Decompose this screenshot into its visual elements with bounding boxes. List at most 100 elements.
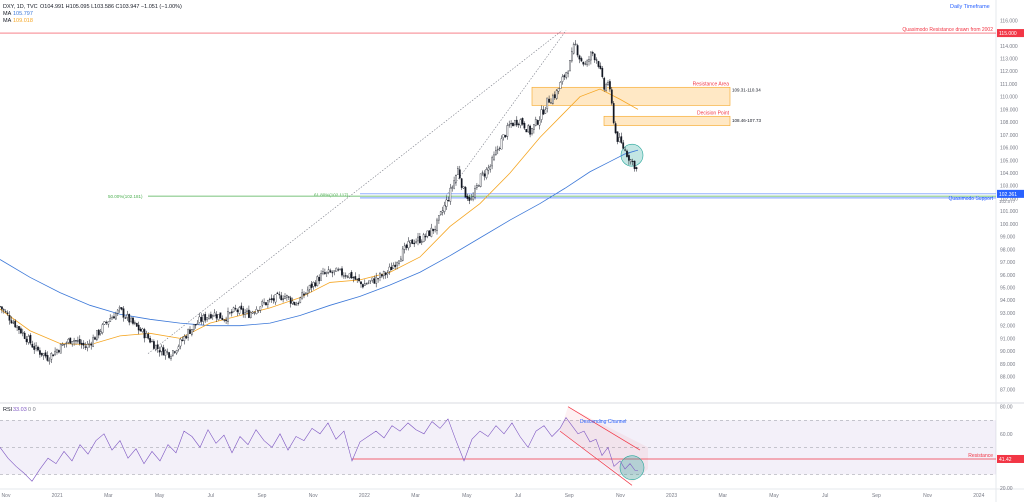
candle-body	[69, 337, 72, 344]
candle-body	[293, 302, 296, 305]
candle-body	[629, 159, 632, 163]
time-tick-label: Sep	[872, 493, 881, 499]
candle-body	[303, 293, 305, 296]
ma2-label[interactable]: MA	[3, 18, 12, 24]
candle-body	[439, 211, 442, 215]
quasimodo-support-badge-bg	[997, 189, 1024, 198]
candle-body	[420, 241, 423, 243]
rsi-resistance-badge: 41.42	[999, 457, 1012, 463]
candle-body	[65, 342, 68, 344]
candle-body	[506, 125, 509, 137]
candle-body	[392, 265, 395, 269]
candle-body	[365, 283, 368, 285]
time-tick-label: Mar	[718, 493, 727, 499]
candle-body	[390, 266, 393, 271]
candle-body	[282, 298, 284, 300]
price-pane[interactable]	[0, 0, 996, 402]
price-tick-label: 102.000	[1000, 196, 1018, 202]
price-tick-label: 109.000	[1000, 107, 1018, 113]
candle-body	[189, 329, 191, 334]
price-tick-label: 105.000	[1000, 158, 1018, 164]
candle-body	[232, 307, 235, 312]
descending-channel-lower	[559, 430, 633, 486]
candle-body	[607, 82, 609, 85]
decision-point-range: 108.46-107.73	[732, 118, 762, 123]
candle-body	[59, 343, 62, 354]
candle-body	[134, 322, 136, 324]
resistance-area-label: Resistance Area	[693, 81, 730, 87]
candle-body	[94, 337, 96, 340]
candle-body	[320, 273, 322, 281]
price-tick-label: 106.000	[1000, 146, 1018, 152]
candle-body	[582, 61, 585, 65]
candle-body	[141, 328, 144, 332]
candle-body	[88, 343, 91, 345]
candle-body	[529, 125, 531, 135]
candle-body	[84, 346, 87, 348]
dotted-trendline-inner	[445, 30, 567, 197]
candle-body	[107, 321, 110, 325]
rsi-pane[interactable]	[0, 404, 996, 488]
candle-body	[432, 228, 435, 232]
candle-body	[276, 292, 279, 294]
candle-body	[200, 317, 203, 322]
candle-body	[289, 297, 292, 304]
candle-body	[287, 296, 290, 298]
candle-body	[238, 307, 241, 314]
time-tick-label: 2022	[359, 493, 370, 499]
candle-body	[633, 160, 636, 169]
rsi-label[interactable]: RSI	[3, 407, 13, 413]
candle-body	[631, 160, 634, 162]
header-symbol[interactable]: DXY, 1D, TVC	[3, 4, 38, 10]
quasimodo-resistance-badge-bg	[997, 29, 1024, 38]
ma1-label[interactable]: MA	[3, 11, 12, 17]
candle-body	[571, 51, 573, 62]
candle-body	[449, 187, 452, 202]
candle-body	[295, 304, 298, 306]
candle-body	[538, 120, 541, 126]
candle-body	[548, 98, 550, 103]
candle-body	[400, 258, 402, 262]
ma2-value: 109.018	[13, 18, 33, 24]
candle-body	[609, 81, 611, 90]
candle-body	[179, 339, 182, 347]
price-tick-label: 97.000	[1000, 260, 1016, 266]
candle-body	[344, 275, 347, 277]
candle-body	[586, 60, 588, 66]
candle-body	[462, 186, 465, 189]
candle-body	[348, 273, 351, 279]
candle-body	[521, 118, 524, 125]
candle-body	[172, 350, 174, 356]
candle-body	[139, 328, 142, 332]
candle-body	[151, 341, 153, 343]
candle-body	[63, 343, 66, 345]
price-axis[interactable]: 116.000 115.000 114.000 113.000 112.000 111.0…	[1000, 18, 1018, 393]
candle-body	[175, 350, 178, 354]
candle-body	[531, 128, 533, 135]
time-axis[interactable]: Nov 2021 Mar May Jul Sep Nov 2022 Mar May Jul Sep No…	[2, 493, 985, 499]
candle-body	[388, 266, 391, 272]
time-tick-label: May	[155, 493, 165, 499]
price-tick-label: 116.000	[1000, 18, 1018, 24]
candle-body	[54, 350, 56, 356]
candle-body	[557, 88, 560, 92]
rsi-highlight-circle	[619, 455, 645, 480]
candle-body	[610, 89, 613, 104]
candle-body	[120, 307, 123, 310]
candle-body	[360, 281, 362, 285]
candle-body	[451, 186, 454, 189]
candle-body	[2, 309, 5, 311]
candle-body	[162, 347, 165, 356]
candle-body	[284, 295, 286, 299]
candle-body	[39, 350, 41, 355]
rsi-band	[0, 420, 996, 475]
quasimodo-support-label: Quasimodo Support	[949, 196, 994, 202]
candle-body	[29, 334, 32, 344]
candle-body	[312, 282, 315, 287]
candle-body	[322, 271, 324, 274]
price-tick-label: 91.000	[1000, 336, 1016, 342]
quasimodo-resistance-badge: 115.000	[999, 31, 1017, 37]
candle-body	[10, 320, 13, 324]
